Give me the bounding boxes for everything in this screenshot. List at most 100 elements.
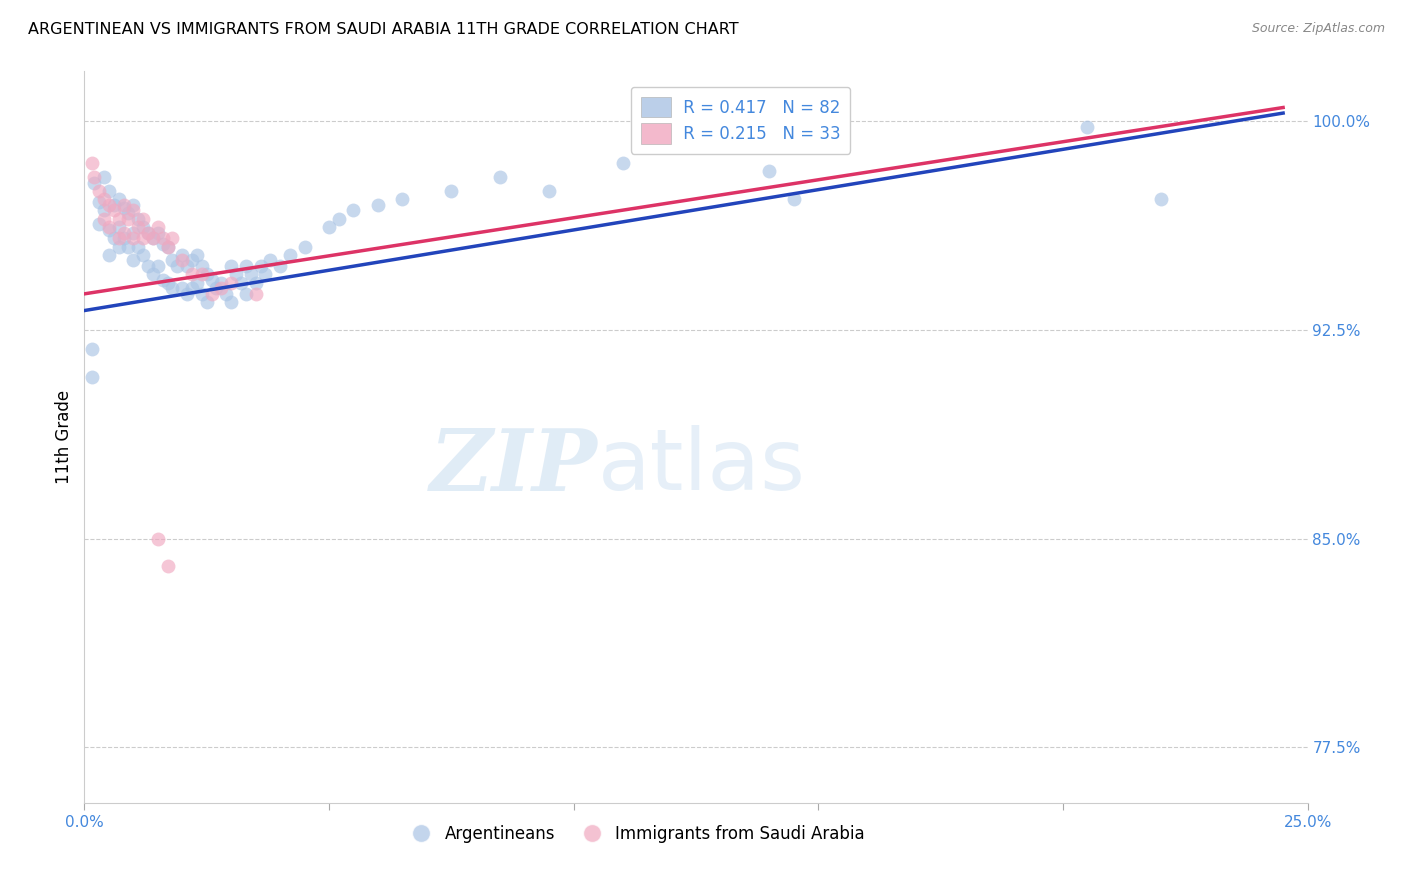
Point <box>612 156 634 170</box>
Point <box>156 239 179 253</box>
Point <box>186 248 208 262</box>
Point <box>107 220 129 235</box>
Point <box>93 203 115 218</box>
Point <box>97 220 120 235</box>
Point <box>181 268 204 282</box>
Point <box>97 184 120 198</box>
Point <box>1150 192 1173 206</box>
Point <box>172 281 194 295</box>
Point <box>219 276 242 290</box>
Point <box>122 253 145 268</box>
Point <box>136 259 159 273</box>
Point <box>191 268 214 282</box>
Point <box>83 176 105 190</box>
Point <box>97 223 120 237</box>
Legend: Argentineans, Immigrants from Saudi Arabia: Argentineans, Immigrants from Saudi Arab… <box>398 818 872 849</box>
Point <box>107 231 129 245</box>
Point <box>229 276 252 290</box>
Point <box>219 295 242 310</box>
Point <box>146 226 169 240</box>
Point <box>219 259 242 273</box>
Point <box>107 211 129 226</box>
Point <box>191 259 214 273</box>
Point <box>172 253 194 268</box>
Point <box>87 184 110 198</box>
Point <box>205 281 228 295</box>
Point <box>146 259 169 273</box>
Point <box>132 220 155 235</box>
Point <box>132 231 155 245</box>
Point <box>195 268 218 282</box>
Point <box>209 281 232 295</box>
Point <box>342 203 364 218</box>
Point <box>136 226 159 240</box>
Point <box>142 268 165 282</box>
Point <box>259 253 281 268</box>
Point <box>156 239 179 253</box>
Point <box>80 370 103 384</box>
Point <box>87 217 110 231</box>
Point <box>103 203 125 218</box>
Point <box>107 192 129 206</box>
Point <box>112 226 135 240</box>
Point <box>127 220 149 235</box>
Point <box>146 220 169 235</box>
Point <box>152 231 174 245</box>
Point <box>318 220 340 235</box>
Point <box>152 273 174 287</box>
Text: atlas: atlas <box>598 425 806 508</box>
Point <box>122 231 145 245</box>
Point <box>489 169 512 184</box>
Point <box>117 211 139 226</box>
Point <box>112 201 135 215</box>
Point <box>132 248 155 262</box>
Point <box>87 195 110 210</box>
Point <box>80 343 103 357</box>
Point <box>239 268 262 282</box>
Point <box>93 192 115 206</box>
Point <box>245 276 267 290</box>
Point <box>176 259 198 273</box>
Point <box>122 226 145 240</box>
Point <box>117 206 139 220</box>
Point <box>235 259 257 273</box>
Point <box>127 211 149 226</box>
Point <box>391 192 413 206</box>
Point <box>93 169 115 184</box>
Point <box>1076 120 1098 134</box>
Point <box>181 253 204 268</box>
Point <box>107 239 129 253</box>
Point <box>181 281 204 295</box>
Point <box>254 268 277 282</box>
Point <box>235 286 257 301</box>
Point <box>156 276 179 290</box>
Point <box>122 203 145 218</box>
Point <box>538 184 561 198</box>
Point <box>162 231 184 245</box>
Point <box>172 248 194 262</box>
Text: Source: ZipAtlas.com: Source: ZipAtlas.com <box>1251 22 1385 36</box>
Point <box>103 231 125 245</box>
Point <box>97 198 120 212</box>
Point <box>112 231 135 245</box>
Point <box>166 259 188 273</box>
Point <box>200 286 222 301</box>
Point <box>97 248 120 262</box>
Text: ARGENTINEAN VS IMMIGRANTS FROM SAUDI ARABIA 11TH GRADE CORRELATION CHART: ARGENTINEAN VS IMMIGRANTS FROM SAUDI ARA… <box>28 22 738 37</box>
Point <box>80 156 103 170</box>
Point <box>93 211 115 226</box>
Point <box>440 184 463 198</box>
Point <box>200 273 222 287</box>
Point <box>758 164 780 178</box>
Point <box>83 169 105 184</box>
Point <box>249 259 271 273</box>
Point <box>195 295 218 310</box>
Point <box>245 286 267 301</box>
Point <box>112 198 135 212</box>
Point <box>225 268 247 282</box>
Point <box>136 226 159 240</box>
Point <box>103 198 125 212</box>
Point <box>191 286 214 301</box>
Text: ZIP: ZIP <box>430 425 598 508</box>
Point <box>186 276 208 290</box>
